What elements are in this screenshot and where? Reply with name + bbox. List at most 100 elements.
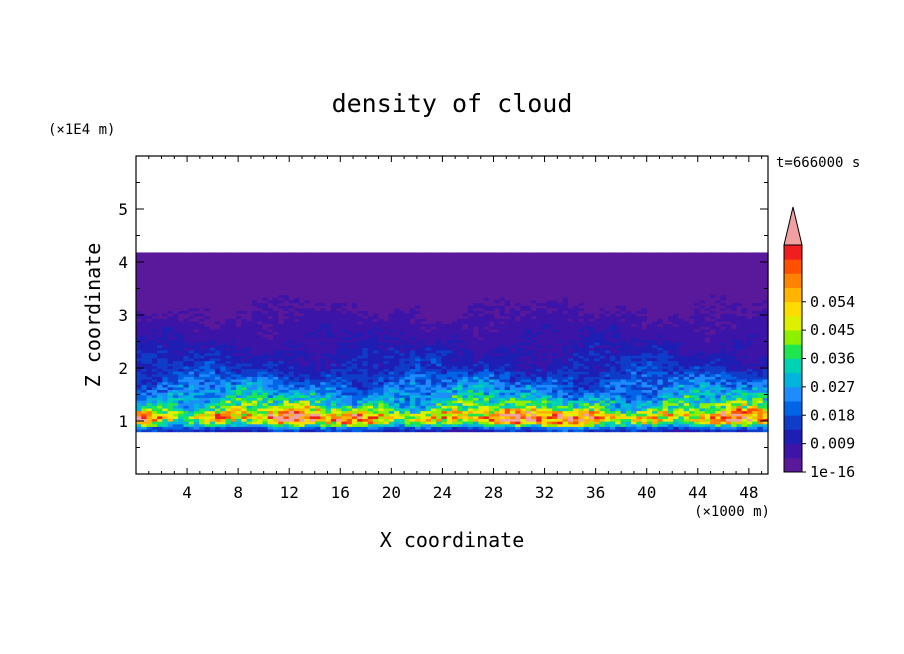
- density-cell: [694, 336, 701, 340]
- density-cell: [425, 355, 432, 359]
- density-cell: [578, 323, 585, 327]
- density-cell: [183, 415, 190, 420]
- density-cell: [399, 407, 406, 412]
- density-cell: [462, 334, 469, 338]
- density-cell: [394, 363, 400, 367]
- density-cell: [478, 360, 485, 364]
- density-cell: [146, 323, 153, 327]
- density-cell: [330, 386, 337, 391]
- density-cell: [299, 402, 306, 406]
- density-cell: [136, 328, 142, 333]
- density-cell: [288, 423, 295, 427]
- density-cell: [204, 368, 211, 372]
- density-cell: [483, 410, 490, 414]
- density-cell: [288, 365, 295, 369]
- density-cell: [288, 360, 295, 364]
- density-cell: [257, 331, 263, 335]
- density-cell: [246, 320, 253, 325]
- density-cell: [715, 373, 722, 377]
- density-cell: [689, 394, 695, 398]
- density-cell: [578, 349, 585, 354]
- density-cell: [367, 360, 374, 364]
- density-cell: [367, 407, 374, 412]
- density-cell: [499, 339, 506, 343]
- density-cell: [172, 394, 179, 398]
- density-cell: [652, 360, 658, 364]
- density-cell: [578, 334, 585, 338]
- density-cell: [473, 407, 479, 412]
- density-cell: [488, 342, 495, 346]
- density-cell: [488, 418, 495, 422]
- density-cell: [162, 384, 169, 388]
- density-cell: [415, 397, 421, 401]
- density-cell: [320, 336, 327, 340]
- density-cell: [288, 426, 295, 430]
- density-cell: [699, 344, 706, 348]
- density-cell: [425, 320, 432, 325]
- density-cell: [367, 423, 374, 427]
- density-cell: [552, 402, 558, 406]
- density-cell: [625, 336, 632, 340]
- density-cell: [694, 355, 701, 359]
- density-cell: [452, 336, 458, 340]
- density-cell: [573, 397, 579, 401]
- density-cell: [741, 357, 748, 362]
- density-cell: [209, 342, 216, 346]
- density-cell: [388, 402, 395, 406]
- density-cell: [652, 378, 658, 383]
- density-cell: [436, 371, 443, 375]
- density-cell: [494, 336, 500, 340]
- density-cell: [141, 352, 148, 356]
- density-cell: [741, 342, 748, 346]
- density-cell: [330, 323, 337, 327]
- density-cell: [588, 360, 595, 364]
- density-cell: [278, 402, 285, 406]
- density-cell: [531, 344, 537, 348]
- density-cell: [457, 407, 464, 412]
- density-cell: [172, 397, 179, 401]
- density-cell: [225, 428, 232, 433]
- density-cell: [241, 392, 248, 396]
- density-cell: [588, 421, 595, 425]
- density-cell: [631, 402, 637, 406]
- density-cell: [699, 399, 706, 404]
- density-cell: [446, 355, 453, 359]
- density-cell: [567, 376, 574, 380]
- density-cell: [346, 389, 353, 393]
- density-cell: [199, 355, 206, 359]
- density-cell: [625, 355, 632, 359]
- density-cell: [588, 378, 595, 383]
- density-cell: [757, 342, 764, 346]
- density-cell: [673, 407, 680, 412]
- density-cell: [520, 344, 527, 348]
- density-cell: [546, 328, 553, 333]
- density-cell: [188, 405, 195, 409]
- density-cell: [599, 365, 606, 369]
- density-cell: [488, 347, 495, 351]
- density-cell: [720, 331, 727, 335]
- density-cell: [515, 423, 522, 427]
- density-cell: [394, 334, 400, 338]
- density-cell: [288, 405, 295, 409]
- density-cell: [157, 397, 163, 401]
- density-cell: [536, 378, 543, 383]
- density-cell: [204, 426, 211, 430]
- density-cell: [409, 421, 416, 425]
- density-cell: [199, 336, 206, 340]
- density-cell: [652, 373, 658, 377]
- density-cell: [367, 405, 374, 409]
- density-cell: [383, 373, 390, 377]
- density-cell: [488, 376, 495, 380]
- density-cell: [552, 386, 558, 391]
- density-cell: [425, 323, 432, 327]
- density-cell: [667, 405, 674, 409]
- density-cell: [336, 355, 342, 359]
- density-cell: [731, 334, 737, 338]
- density-cell: [288, 392, 295, 396]
- density-cell: [699, 331, 706, 335]
- density-cell: [673, 392, 680, 396]
- density-cell: [383, 418, 390, 422]
- density-cell: [167, 394, 174, 398]
- density-cell: [452, 428, 458, 433]
- density-cell: [430, 389, 437, 393]
